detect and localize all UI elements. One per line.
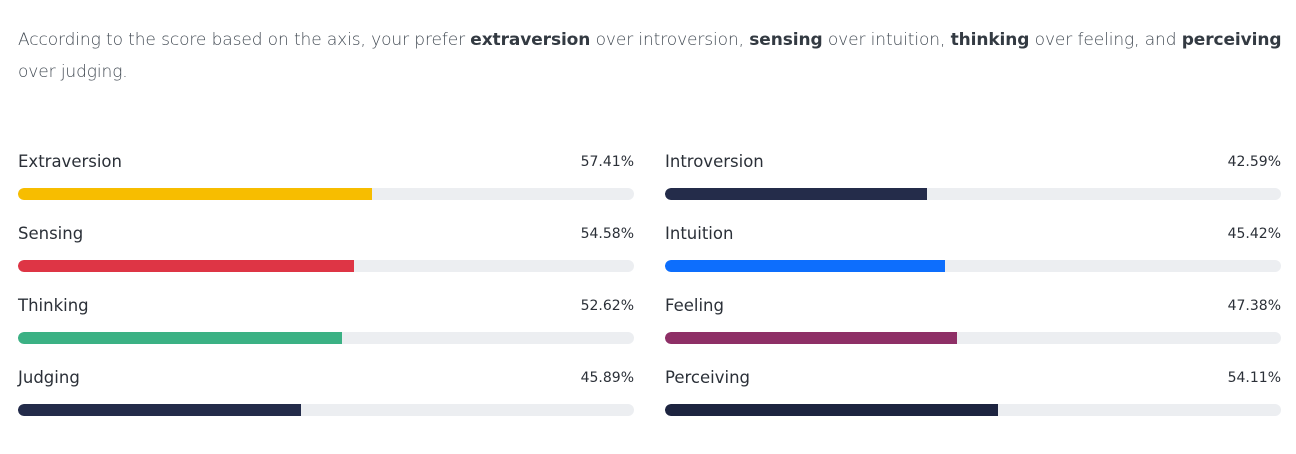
- intro-emphasis: sensing: [749, 30, 823, 50]
- trait-label: Introversion: [665, 152, 764, 171]
- intro-segment: over judging.: [18, 62, 128, 82]
- trait-item: Thinking 52.62%: [18, 296, 634, 344]
- progress-fill: [18, 260, 355, 272]
- progress-track: [665, 188, 1281, 200]
- progress-fill: [18, 188, 372, 200]
- progress-track: [665, 404, 1281, 416]
- trait-percent: 45.42%: [1227, 226, 1281, 242]
- trait-percent: 54.11%: [1227, 370, 1281, 386]
- progress-fill: [18, 404, 301, 416]
- trait-item: Feeling 47.38%: [665, 296, 1281, 344]
- personality-results: According to the score based on the axis…: [18, 24, 1282, 416]
- intro-segment: over feeling, and: [1029, 30, 1182, 50]
- trait-label: Judging: [18, 368, 80, 387]
- trait-label: Thinking: [18, 296, 89, 315]
- trait-item: Sensing 54.58%: [18, 224, 634, 272]
- trait-item: Introversion 42.59%: [665, 152, 1281, 200]
- intro-emphasis: thinking: [950, 30, 1030, 50]
- trait-label: Sensing: [18, 224, 84, 243]
- trait-item: Perceiving 54.11%: [665, 368, 1281, 416]
- intro-text: According to the score based on the axis…: [18, 24, 1282, 88]
- trait-percent: 54.58%: [580, 226, 634, 242]
- trait-item: Intuition 45.42%: [665, 224, 1281, 272]
- trait-label: Perceiving: [665, 368, 751, 387]
- progress-fill: [665, 260, 945, 272]
- intro-segment: over intuition,: [822, 30, 951, 50]
- progress-fill: [18, 332, 343, 344]
- progress-fill: [665, 404, 999, 416]
- trait-item: Extraversion 57.41%: [18, 152, 634, 200]
- progress-track: [665, 260, 1281, 272]
- intro-segment: According to the score based on the axis…: [18, 30, 471, 50]
- progress-fill: [665, 188, 928, 200]
- trait-percent: 45.89%: [580, 370, 634, 386]
- trait-bars: Extraversion 57.41% Introversion 42.59% Sens…: [18, 152, 1282, 416]
- trait-percent: 52.62%: [580, 298, 634, 314]
- trait-label: Intuition: [665, 224, 734, 243]
- trait-percent: 57.41%: [580, 154, 634, 170]
- trait-label: Extraversion: [18, 152, 122, 171]
- progress-fill: [665, 332, 957, 344]
- progress-track: [18, 188, 634, 200]
- trait-percent: 47.38%: [1227, 298, 1281, 314]
- progress-track: [18, 404, 634, 416]
- trait-label: Feeling: [665, 296, 724, 315]
- progress-track: [665, 332, 1281, 344]
- trait-percent: 42.59%: [1227, 154, 1281, 170]
- progress-track: [18, 332, 634, 344]
- intro-emphasis: extraversion: [470, 30, 591, 50]
- trait-item: Judging 45.89%: [18, 368, 634, 416]
- intro-segment: over introversion,: [590, 30, 750, 50]
- progress-track: [18, 260, 634, 272]
- intro-emphasis: perceiving: [1181, 30, 1282, 50]
